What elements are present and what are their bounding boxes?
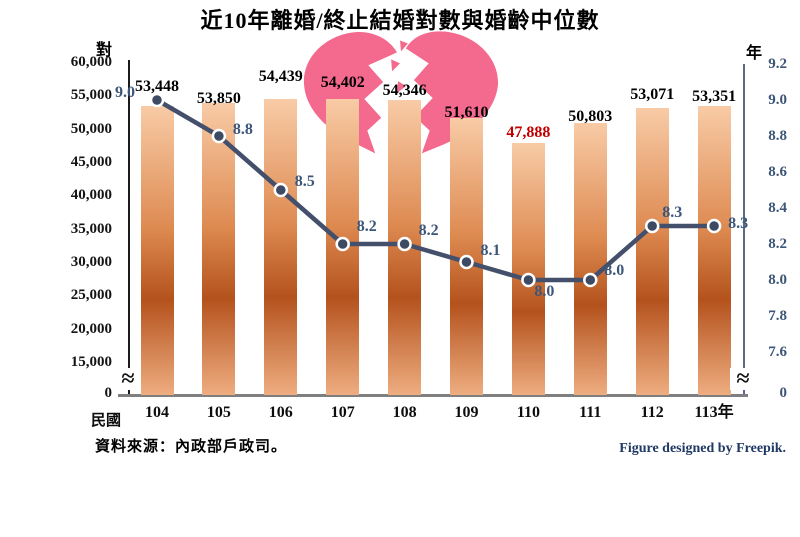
right-axis-tick: 8.4 xyxy=(768,200,787,216)
right-axis-tick: 7.6 xyxy=(768,344,787,360)
left-axis-zero: 0 xyxy=(104,385,113,401)
left-axis-tick: 25,000 xyxy=(70,287,112,304)
left-axis-tick: 45,000 xyxy=(70,154,112,170)
bar xyxy=(450,117,483,395)
line-value-label: 8.2 xyxy=(356,218,377,235)
right-axis-tick: 8.6 xyxy=(768,164,787,180)
right-axis-tick: 8.2 xyxy=(768,236,787,252)
freepik-credit: Figure designed by Freepik. xyxy=(619,441,786,456)
line-marker xyxy=(149,92,165,108)
bar xyxy=(326,99,360,395)
bar-value-label: 51,610 xyxy=(444,103,489,121)
x-axis-tick: 112 xyxy=(640,404,664,421)
bar-value-label: 54,346 xyxy=(382,81,427,99)
bar-value-label: 54,402 xyxy=(320,74,365,92)
left-axis-tick: 35,000 xyxy=(70,220,112,237)
x-axis-prefix-label: 民國 xyxy=(91,413,122,429)
x-axis-tick: 107 xyxy=(330,404,355,421)
left-axis-tick: 60,000 xyxy=(70,54,112,70)
bar-value-label: 53,448 xyxy=(135,77,179,95)
x-axis-tick: 110 xyxy=(516,404,540,421)
right-axis-tick: 9.0 xyxy=(768,92,787,108)
bottom-axis-line xyxy=(118,394,748,397)
bar xyxy=(388,99,422,395)
chart-title: 近10年離婚/終止結婚對數與婚齡中位數 xyxy=(200,8,600,33)
bar-value-label: 53,071 xyxy=(630,86,675,104)
bar-value-label: 53,850 xyxy=(196,90,241,107)
right-axis-tick: 8.8 xyxy=(768,128,787,144)
line-value-label: 8.2 xyxy=(418,222,439,239)
x-axis-tick: 105 xyxy=(206,404,231,421)
bar-value-label: 53,351 xyxy=(692,88,737,106)
line-value-label: 8.3 xyxy=(662,204,683,221)
x-axis-tick: 111 xyxy=(579,404,602,421)
right-axis-zero: 0 xyxy=(779,385,788,401)
bar xyxy=(511,142,545,395)
left-axis-unit: 對 xyxy=(96,42,113,59)
right-axis-tick: 8.0 xyxy=(768,272,787,288)
right-axis-unit: 年 xyxy=(746,45,763,62)
right-axis-tick: 7.8 xyxy=(768,308,787,324)
right-axis-tick: 9.2 xyxy=(768,56,787,72)
left-axis-tick: 15,000 xyxy=(70,354,112,370)
bar xyxy=(635,108,669,395)
left-axis-tick: 50,000 xyxy=(70,120,112,137)
left-axis-tick: 40,000 xyxy=(70,187,112,204)
right-axis-line xyxy=(743,64,745,396)
bar-value-label: 50,803 xyxy=(568,108,613,126)
left-axis-tick: 55,000 xyxy=(70,87,112,104)
x-axis-tick: 104 xyxy=(145,404,169,421)
line-value-label: 8.3 xyxy=(728,215,749,232)
line-value-label: 9.0 xyxy=(115,84,135,101)
right-axis-break: ≈ xyxy=(730,367,756,391)
bar xyxy=(202,103,236,395)
bar xyxy=(573,123,607,395)
bar-value-label: 47,888 xyxy=(506,123,551,141)
x-axis-tick: 106 xyxy=(268,404,293,421)
line-value-label: 8.0 xyxy=(534,283,555,300)
line-value-label: 8.1 xyxy=(480,242,501,259)
bar xyxy=(697,106,731,395)
x-axis-tick: 108 xyxy=(392,404,417,421)
line-value-label: 8.8 xyxy=(232,121,253,138)
line-value-label: 8.0 xyxy=(604,262,625,279)
x-axis-tick: 113年 xyxy=(694,404,734,421)
bar-value-label: 54,439 xyxy=(258,68,303,86)
left-axis-line xyxy=(128,60,130,396)
source-note: 資料來源：內政部戶政司。 xyxy=(95,439,288,455)
left-axis-tick: 30,000 xyxy=(70,254,112,270)
left-axis-tick: 20,000 xyxy=(70,320,112,337)
x-axis-tick: 109 xyxy=(454,404,479,421)
line-value-label: 8.5 xyxy=(294,173,315,190)
bar xyxy=(140,105,174,395)
bar xyxy=(264,99,298,395)
left-axis-break: ≈ xyxy=(115,367,141,391)
